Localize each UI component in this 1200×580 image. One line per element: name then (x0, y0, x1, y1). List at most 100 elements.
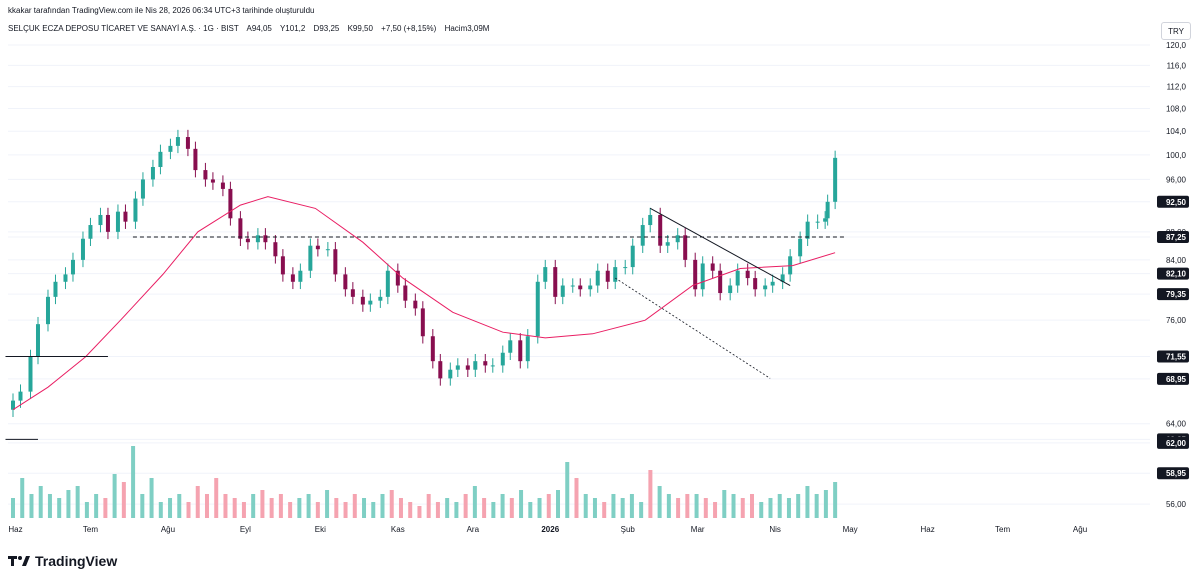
symbol-name[interactable]: SELÇUK ECZA DEPOSU TİCARET VE SANAYİ A.Ş… (8, 24, 239, 33)
volume-bar (251, 494, 256, 518)
volume-bar (768, 498, 773, 518)
tradingview-logo[interactable]: TradingView (8, 553, 117, 569)
candle-body (18, 391, 23, 401)
candle-body (430, 336, 435, 362)
candle-body (360, 296, 365, 305)
volume-bar (112, 474, 117, 518)
volume-bar (491, 502, 496, 518)
candle-body (28, 356, 33, 392)
candle-body (753, 278, 758, 290)
volume-bar (75, 486, 80, 518)
volume-bar (214, 478, 219, 518)
x-tick-label-3: Eyl (240, 525, 251, 534)
candle-body (483, 361, 488, 366)
x-tick-label-13: Tem (995, 525, 1010, 534)
candle-body (368, 300, 373, 305)
candle-body (490, 365, 495, 367)
candle-body (718, 270, 723, 294)
candle-body (105, 214, 110, 232)
volume-bar (389, 490, 394, 518)
price-label-text-0: 92,50 (1166, 198, 1187, 207)
candle-body (63, 274, 68, 282)
candle-body (630, 245, 635, 268)
price-label-text-2: 82,10 (1166, 270, 1187, 279)
volume-bar (592, 498, 597, 518)
candle-body (658, 214, 663, 246)
tradingview-logo-icon (8, 556, 30, 566)
y-tick-label-0: 120,0 (1166, 41, 1187, 50)
candle-body (420, 308, 425, 337)
chart-credit: kkakar tarafından TradingView.com ile Ni… (8, 6, 315, 15)
symbol-header: SELÇUK ECZA DEPOSU TİCARET VE SANAYİ A.Ş… (8, 24, 495, 33)
candle-body (280, 256, 285, 275)
volume-bar (694, 494, 699, 518)
candle-body (448, 369, 453, 379)
candle-body (578, 285, 583, 290)
candle-body (613, 267, 618, 282)
y-tick-label-3: 108,0 (1166, 104, 1187, 113)
volume-bar (278, 494, 283, 518)
volume-bar (786, 498, 791, 518)
x-tick-label-5: Kas (391, 525, 405, 534)
candle-body (220, 182, 225, 189)
trend-line-1 (615, 277, 771, 379)
candle-body (333, 249, 338, 275)
volume-bar (777, 494, 782, 518)
volume-bar (666, 494, 671, 518)
y-tick-label-1: 116,0 (1167, 61, 1187, 70)
x-tick-label-6: Ara (467, 525, 480, 534)
candle-body (805, 221, 810, 239)
candle-body (473, 361, 478, 370)
price-label-text-4: 71,55 (1166, 353, 1187, 362)
candle-body (290, 274, 295, 282)
candle-body (823, 218, 828, 222)
volume-bar (676, 498, 681, 518)
volume-bar (84, 502, 89, 518)
candle-body (665, 242, 670, 246)
candle-body (168, 145, 173, 152)
price-label-text-3: 79,35 (1166, 290, 1187, 299)
x-tick-label-2: Ağu (161, 525, 175, 534)
currency-button[interactable]: TRY (1161, 22, 1191, 40)
price-label-text-1: 87,25 (1166, 233, 1187, 242)
volume-bar (740, 498, 745, 518)
candle-body (675, 235, 680, 243)
y-tick-label-16: 64,00 (1166, 420, 1187, 429)
volume-bar (121, 482, 126, 518)
candle-body (245, 238, 250, 243)
y-tick-label-13: 76,00 (1166, 316, 1187, 325)
volume-bar (611, 494, 616, 518)
volume-bar (177, 494, 182, 518)
volume-bar (519, 490, 524, 518)
volume-bar (334, 498, 339, 518)
candle-body (150, 167, 155, 180)
ohlc-high: Y101,2 (279, 24, 306, 33)
candle-body (438, 361, 443, 379)
volume-bar (648, 470, 653, 518)
volume-bar (168, 498, 173, 518)
x-tick-label-1: Tem (83, 525, 98, 534)
volume-bar (435, 502, 440, 518)
volume-bar (223, 494, 228, 518)
volume-bar (131, 446, 136, 518)
candle-body (570, 285, 575, 287)
candle-body (378, 296, 383, 301)
candle-body (700, 263, 705, 290)
candle-body (350, 289, 355, 297)
volume-bar (703, 498, 708, 518)
candle-body (133, 198, 138, 222)
candle-body (413, 300, 418, 309)
candle-body (815, 221, 820, 223)
candle-body (560, 285, 565, 297)
volume-bar (352, 494, 357, 518)
volume-bar (362, 498, 367, 518)
candle-body (185, 137, 190, 149)
volume-bar (426, 494, 431, 518)
volume-bar (140, 494, 145, 518)
volume-bar (297, 498, 302, 518)
x-tick-label-7: 2026 (541, 525, 559, 534)
volume-bar (454, 502, 459, 518)
volume-bar (814, 494, 819, 518)
price-change: +7,50 (+8,15%) (381, 24, 437, 33)
